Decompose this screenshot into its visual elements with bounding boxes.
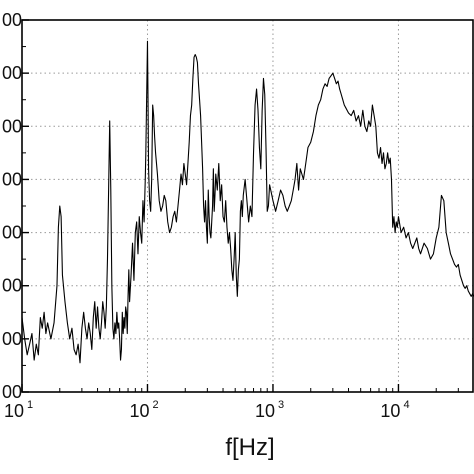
x-tick-exponent: 1 xyxy=(27,399,33,411)
y-tick-label: 00 xyxy=(2,223,22,243)
y-tick-label: 00 xyxy=(2,276,22,296)
x-tick-label: 10 xyxy=(255,401,275,421)
x-tick-exponent: 4 xyxy=(403,399,409,411)
axis-ticks xyxy=(21,19,459,393)
x-tick-labels: 10 1 10 2 10 3 10 4 xyxy=(4,399,410,421)
x-tick-label: 10 xyxy=(380,401,400,421)
x-tick-label: 10 xyxy=(4,401,24,421)
grid xyxy=(22,20,474,392)
y-tick-labels: 00 00 00 00 00 00 00 00 xyxy=(2,10,22,402)
y-tick-label: 00 xyxy=(2,329,22,349)
y-tick-label: 00 xyxy=(2,382,22,402)
y-tick-label: 00 xyxy=(2,63,22,83)
y-tick-label: 00 xyxy=(2,116,22,136)
y-tick-label: 00 xyxy=(2,169,22,189)
x-tick-label: 10 xyxy=(129,401,149,421)
series-line xyxy=(21,40,474,364)
x-tick-exponent: 2 xyxy=(152,399,158,411)
x-tick-exponent: 3 xyxy=(278,399,284,411)
y-tick-label: 00 xyxy=(2,10,22,30)
x-axis-title: f[Hz] xyxy=(225,434,274,461)
